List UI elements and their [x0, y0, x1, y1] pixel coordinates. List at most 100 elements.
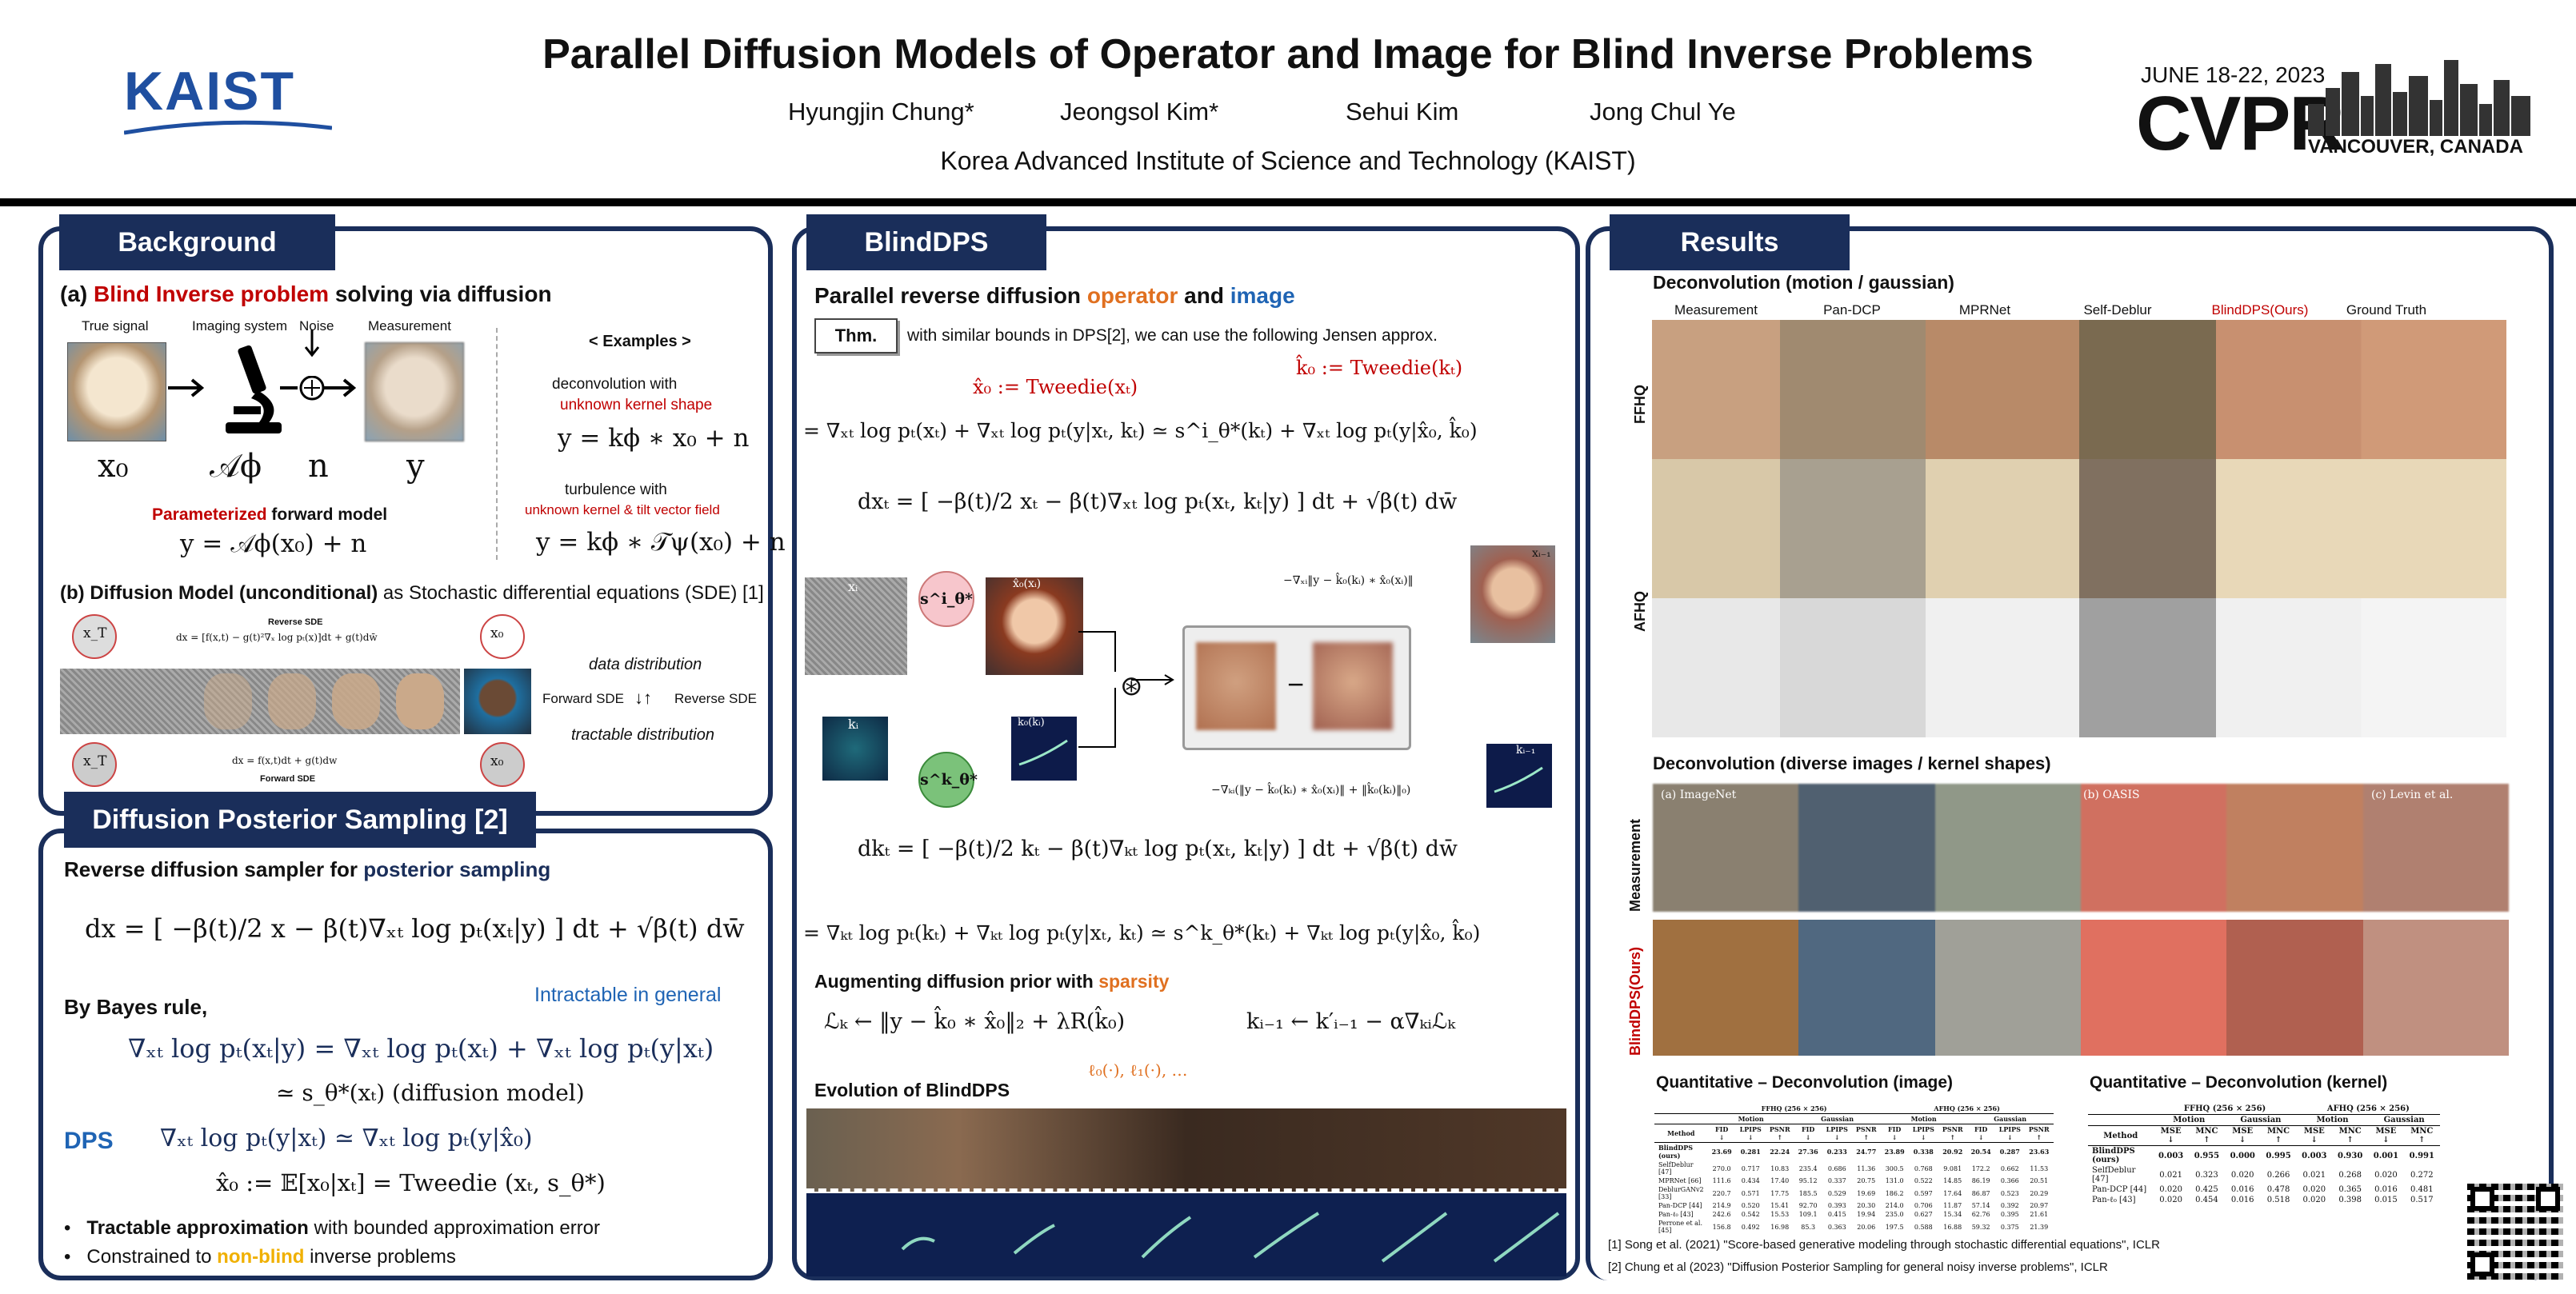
table-cell: 235.4: [1798, 1164, 1818, 1172]
table-cell: 0.481: [2410, 1185, 2434, 1194]
ex2-red: unknown kernel & tilt vector field: [525, 502, 720, 517]
table-col-header: PSNR ↑: [1938, 1124, 1967, 1143]
table-cell: 23.89: [1884, 1148, 1905, 1156]
table-cell: 0.266: [2266, 1170, 2290, 1180]
blinddps-header: BlindDPS: [806, 214, 1046, 270]
table-cell: 0.020: [2159, 1196, 2182, 1204]
table-cell: 186.2: [1885, 1189, 1904, 1197]
cvpr-logo: JUNE 18-22, 2023 CVPR VANCOUVER, CANADA: [2136, 56, 2536, 176]
table-cell: 57.14: [1971, 1202, 1990, 1209]
table-cell: MPRNet [66]: [1658, 1177, 1702, 1184]
x0-label-bottom: x₀: [490, 753, 504, 769]
table-row: Pan-DCP [44] 0.020 0.425 0.016 0.478 0.020 0.3…: [2088, 1184, 2440, 1195]
table-cell: 23.69: [1711, 1148, 1732, 1156]
table-col-header: PSNR ↑: [1765, 1124, 1794, 1143]
table-col-header: FID ↓: [1707, 1124, 1736, 1143]
table-col-header: FID ↓: [1880, 1124, 1909, 1143]
blinddps-eq-x2: dxₜ = [ −β(t)/2 xₜ − β(t)∇ₓₜ log pₜ(xₜ, …: [858, 489, 1458, 514]
table-cell: 0.016: [2374, 1185, 2398, 1194]
table-cell: 0.478: [2266, 1185, 2290, 1194]
table-cell: 24.77: [1856, 1148, 1877, 1156]
skyline-icon: [2308, 60, 2530, 136]
conf-date: JUNE 18-22, 2023: [2141, 62, 2326, 87]
table-cell: 156.8: [1712, 1223, 1731, 1231]
forward-sde-eq: dx = f(x,t)dt + g(t)dw: [232, 755, 338, 766]
table-cell: 9.081: [1943, 1164, 1962, 1172]
table-cell: 0.395: [2000, 1211, 2019, 1218]
blinddps-eq-x1: = ∇ₓₜ log pₜ(xₜ) + ∇ₓₜ log pₜ(y|xₜ, kₜ) …: [803, 419, 1478, 442]
table-cell: 270.0: [1712, 1164, 1731, 1172]
dps-line1: Reverse diffusion sampler for posterior …: [64, 857, 551, 881]
table-cell: 86.19: [1971, 1177, 1990, 1184]
examples-title: < Examples >: [589, 333, 691, 350]
label-imaging-system: Imaging system: [192, 318, 288, 333]
table-row: SelfDeblur [47] 0.021 0.323 0.020 0.266 0.021…: [2088, 1165, 2440, 1184]
table-cell: 20.75: [1857, 1177, 1876, 1184]
table-cell: 0.003: [2302, 1151, 2327, 1160]
table-cell: 11.87: [1943, 1202, 1962, 1209]
sde-arrows: ↓↑: [634, 688, 652, 708]
table-cell: Perrone et al. [45]: [1658, 1220, 1703, 1234]
table-row: BlindDPS (ours) 23.69 0.281 22.24 27.36 0.233…: [1654, 1143, 2054, 1161]
table-row: Pan-DCP [44] 214.9 0.520 15.41 92.70 0.393 20.…: [1654, 1201, 2054, 1210]
table-col-header: PSNR ↑: [2024, 1124, 2054, 1143]
k0-hat-kernel: [1011, 717, 1077, 781]
dps-eq1: dx = [ −β(t)/2 x − β(t)∇ₓₜ log pₜ(xₜ|y) …: [85, 913, 745, 944]
noise-arrow-icon: [304, 329, 320, 357]
table-cell: 0.323: [2195, 1170, 2218, 1180]
table-cell: Pan-DCP [44]: [1658, 1202, 1702, 1209]
table-cell: 0.337: [1827, 1177, 1846, 1184]
table-cell: 0.995: [2266, 1151, 2291, 1160]
table-cell: 0.768: [1914, 1164, 1933, 1172]
thm-box: Thm.: [814, 318, 898, 353]
fwd-sde-label: Forward SDE: [542, 691, 625, 706]
x0-label-top: x₀: [490, 625, 504, 641]
qr-code[interactable]: [2467, 1184, 2563, 1280]
table-cell: 0.425: [2195, 1185, 2218, 1194]
table-cell: 300.5: [1885, 1164, 1904, 1172]
table-cell: 0.020: [2159, 1185, 2182, 1194]
pred-measurement-image: [1196, 642, 1276, 730]
oasis-label: (b) OASIS: [2083, 789, 2140, 801]
table-cell: 0.492: [1741, 1223, 1760, 1231]
table-cell: 95.12: [1798, 1177, 1818, 1184]
poster-title: Parallel Diffusion Models of Operator an…: [542, 31, 2034, 78]
table-col-header: MNC ↑: [2188, 1125, 2226, 1146]
ex2-eq: y = kϕ ∗ 𝒯ψ(x₀) + n: [536, 528, 786, 557]
grad-x-label: −∇ₓᵢ‖y − k̂₀(kᵢ) ∗ x̂₀(xᵢ)‖: [1283, 574, 1414, 587]
table-cell: 0.597: [1914, 1189, 1933, 1197]
afhq-row2-images: [1652, 598, 2506, 737]
results-sec1: Deconvolution (motion / gaussian): [1653, 272, 1954, 293]
x-prev-image: [1470, 545, 1555, 643]
table-cell: 0.398: [2338, 1196, 2362, 1204]
loss-eq: ℒₖ ← ‖y − k̂₀ ∗ x̂₀‖₂ + λR(k̂₀): [824, 1009, 1126, 1034]
levin-label: (c) Levin et al.: [2371, 789, 2454, 801]
table-cell: 0.454: [2195, 1196, 2218, 1204]
sym-x0: x₀: [98, 448, 129, 485]
diverse-measurement-images: [1653, 784, 2509, 912]
intractable-label: Intractable in general: [534, 984, 722, 1006]
dps-eq3: ≃ s_θ*(xₜ) (diffusion model): [276, 1080, 585, 1106]
x0-node-bottom: [480, 742, 525, 787]
table-cell: 0.020: [2302, 1196, 2326, 1204]
dps-eq4: ∇ₓₜ log pₜ(y|xₜ) ≃ ∇ₓₜ log pₜ(y|x̂₀): [160, 1124, 533, 1152]
table-cell: 0.955: [2194, 1151, 2220, 1160]
table-cell: 20.30: [1857, 1202, 1876, 1209]
table-col-header: MSE ↓: [2153, 1125, 2189, 1146]
table-cell: 0.930: [2337, 1151, 2363, 1160]
table-cell: 214.0: [1885, 1202, 1904, 1209]
ki-label: kᵢ: [848, 717, 858, 732]
affiliation: Korea Advanced Institute of Science and …: [940, 146, 1636, 175]
table-cell: 17.40: [1770, 1177, 1790, 1184]
puppy-clean-image: [67, 342, 166, 441]
table-cell: 0.686: [1827, 1164, 1846, 1172]
microscope-icon: [226, 345, 282, 433]
table-cell: 11.36: [1857, 1164, 1876, 1172]
table-cell: 0.588: [1914, 1223, 1933, 1231]
table-col-header: Method: [1654, 1124, 1708, 1143]
grad-k-label: −∇ₖᵢ(‖y − k̂₀(kᵢ) ∗ x̂₀(xᵢ)‖ + ‖k̂₀(kᵢ)‖…: [1211, 784, 1411, 797]
diagram-arrows: [1078, 631, 1174, 748]
table-cell: 19.94: [1857, 1211, 1876, 1218]
xT-label-top: x_T: [83, 625, 107, 641]
kaist-logo: KAIST: [123, 64, 333, 136]
